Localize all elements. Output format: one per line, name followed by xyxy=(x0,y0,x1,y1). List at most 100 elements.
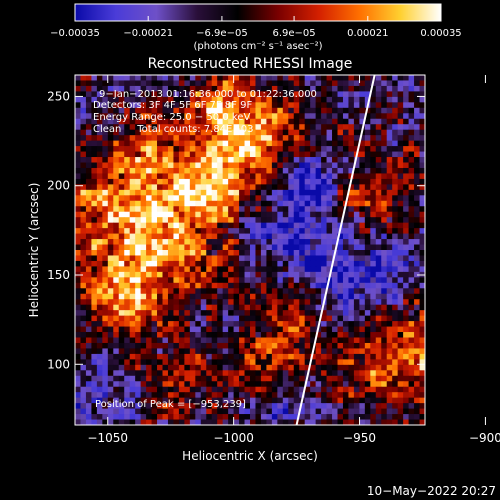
heatmap-cell xyxy=(364,321,371,327)
heatmap-cell xyxy=(80,408,87,415)
heatmap-cell xyxy=(348,271,355,278)
heatmap-cell xyxy=(162,80,169,87)
heatmap-cell xyxy=(315,140,322,147)
heatmap-cell xyxy=(189,244,196,251)
heatmap-cell xyxy=(113,408,120,415)
heatmap-cell xyxy=(189,167,196,174)
heatmap-cell xyxy=(337,200,344,207)
heatmap-cell xyxy=(184,102,191,109)
heatmap-cell xyxy=(348,140,355,147)
heatmap-cell xyxy=(315,151,322,158)
heatmap-cell xyxy=(364,342,371,349)
heatmap-cell xyxy=(342,315,349,322)
heatmap-cell xyxy=(397,211,404,218)
heatmap-cell xyxy=(195,113,202,120)
heatmap-cell xyxy=(293,96,300,103)
heatmap-cell xyxy=(337,250,344,256)
heatmap-cell xyxy=(178,102,185,109)
heatmap-cell xyxy=(381,403,388,409)
heatmap-cell xyxy=(288,233,295,240)
heatmap-cell xyxy=(260,277,267,284)
heatmap-cell xyxy=(326,124,333,131)
heatmap-cell xyxy=(326,217,333,224)
heatmap-cell xyxy=(189,299,196,306)
heatmap-cell xyxy=(260,146,267,152)
heatmap-cell xyxy=(359,392,366,399)
heatmap-cell xyxy=(91,250,98,256)
heatmap-cell xyxy=(403,178,409,185)
heatmap-cell xyxy=(370,310,377,317)
heatmap-cell xyxy=(167,146,174,152)
heatmap-cell xyxy=(282,337,289,344)
heatmap-cell xyxy=(189,189,196,196)
heatmap-cell xyxy=(255,250,262,256)
heatmap-cell xyxy=(310,321,317,327)
heatmap-cell xyxy=(326,321,333,327)
heatmap-cell xyxy=(348,342,355,349)
heatmap-cell xyxy=(222,321,229,327)
heatmap-cell xyxy=(403,211,409,218)
heatmap-cell xyxy=(135,332,142,338)
heatmap-cell xyxy=(359,326,366,333)
heatmap-cell xyxy=(386,375,393,382)
heatmap-cell xyxy=(288,217,295,224)
heatmap-cell xyxy=(392,419,399,425)
heatmap-cell xyxy=(288,293,295,300)
heatmap-cell xyxy=(118,151,125,158)
heatmap-cell xyxy=(118,326,125,333)
heatmap-cell xyxy=(321,167,327,174)
heatmap-cell xyxy=(288,211,295,218)
heatmap-cell xyxy=(80,228,87,234)
heatmap-cell xyxy=(178,310,185,317)
heatmap xyxy=(75,75,425,425)
heatmap-cell xyxy=(260,326,267,333)
heatmap-cell xyxy=(146,282,152,289)
heatmap-cell xyxy=(195,140,202,147)
heatmap-cell xyxy=(397,222,404,229)
heatmap-cell xyxy=(151,348,158,355)
heatmap-cell xyxy=(255,364,262,371)
heatmap-cell xyxy=(124,359,131,366)
heatmap-cell xyxy=(162,124,169,131)
heatmap-cell xyxy=(414,140,420,147)
heatmap-cell xyxy=(332,184,338,191)
heatmap-cell xyxy=(151,282,158,289)
heatmap-cell xyxy=(157,260,163,267)
heatmap-cell xyxy=(321,260,327,267)
heatmap-cell xyxy=(414,107,420,114)
heatmap-cell xyxy=(184,408,191,415)
heatmap-cell xyxy=(124,299,131,306)
heatmap-cell xyxy=(403,315,409,322)
heatmap-cell xyxy=(419,332,425,338)
heatmap-cell xyxy=(189,91,196,98)
heatmap-cell xyxy=(135,392,142,399)
heatmap-cell xyxy=(80,299,87,306)
heatmap-cell xyxy=(375,299,382,306)
heatmap-cell xyxy=(255,200,262,207)
heatmap-cell xyxy=(206,419,213,425)
heatmap-cell xyxy=(271,233,278,240)
heatmap-cell xyxy=(211,189,218,196)
heatmap-cell xyxy=(326,370,333,377)
heatmap-cell xyxy=(102,222,109,229)
heatmap-cell xyxy=(403,75,409,81)
heatmap-cell xyxy=(414,348,420,355)
heatmap-cell xyxy=(392,326,399,333)
heatmap-cell xyxy=(96,233,103,240)
heatmap-cell xyxy=(200,239,207,245)
heatmap-cell xyxy=(370,151,377,158)
heatmap-cell xyxy=(370,282,377,289)
heatmap-cell xyxy=(140,184,147,191)
heatmap-cell xyxy=(304,151,311,158)
heatmap-cell xyxy=(299,250,306,256)
heatmap-cell xyxy=(304,178,311,185)
heatmap-cell xyxy=(222,222,229,229)
heatmap-cell xyxy=(113,96,120,103)
heatmap-cell xyxy=(348,189,355,196)
heatmap-cell xyxy=(310,310,317,317)
heatmap-cell xyxy=(75,326,81,333)
heatmap-cell xyxy=(233,419,240,425)
heatmap-cell xyxy=(173,167,180,174)
heatmap-cell xyxy=(381,315,388,322)
heatmap-cell xyxy=(337,419,344,425)
